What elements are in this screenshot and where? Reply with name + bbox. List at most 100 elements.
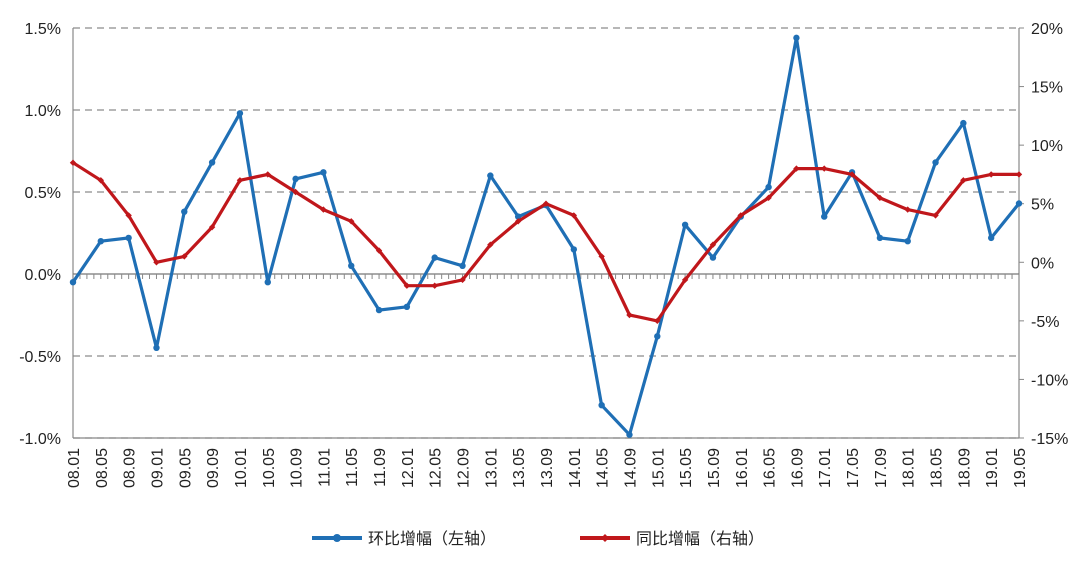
x-tick-label: 14.01: [567, 448, 584, 488]
right-tick-label: -15%: [1031, 431, 1068, 448]
x-tick-label: 09.05: [177, 448, 194, 488]
x-tick-label: 16.01: [734, 448, 751, 488]
x-tick-label: 19.01: [984, 448, 1001, 488]
x-tick-label: 11.01: [316, 448, 333, 487]
x-tick-label: 09.01: [149, 448, 166, 488]
x-tick-label: 15.01: [650, 448, 667, 488]
left-tick-label: -0.5%: [19, 349, 61, 366]
series-1-point: [181, 253, 188, 260]
series-0-point: [1015, 200, 1023, 207]
left-tick-label: 1.5%: [25, 21, 61, 38]
axes: [72, 27, 1024, 439]
x-tick-label: 13.09: [539, 448, 556, 488]
series-1-point: [69, 159, 77, 166]
left-tick-label: 1.0%: [25, 103, 61, 120]
x-tick-label: 18.09: [956, 448, 973, 488]
legend-item-series-1[interactable]: 同比增幅（右轴）: [580, 529, 764, 548]
series-0-point: [570, 246, 578, 253]
series-1-point: [654, 317, 661, 325]
series-0-point: [960, 119, 967, 127]
right-tick-label: -10%: [1031, 372, 1068, 389]
series-0-point: [765, 183, 772, 191]
series-1: [69, 159, 1023, 325]
series-1-point: [765, 194, 772, 202]
series-1-point: [264, 171, 271, 178]
x-tick-label: 17.01: [817, 448, 834, 488]
x-tick-label: 08.09: [122, 448, 139, 488]
series-1-point: [320, 206, 327, 213]
legend-marker-series-0: [333, 534, 341, 542]
x-tick-label: 12.09: [456, 448, 473, 488]
series-1-point: [208, 223, 216, 231]
series-1-point: [904, 206, 911, 213]
series-0-point: [153, 344, 160, 351]
series-0-point: [208, 159, 216, 166]
legend-item-series-0[interactable]: 环比增幅（左轴）: [312, 529, 496, 548]
series-layer: [69, 34, 1023, 438]
series-1-point: [97, 177, 105, 184]
series-1-point: [709, 241, 717, 248]
right-tick-label: -5%: [1031, 314, 1059, 331]
series-0-point: [598, 402, 605, 409]
series-1-point: [793, 165, 800, 172]
series-0-point: [375, 306, 383, 314]
series-1-point: [125, 212, 132, 219]
legend-label-series-1: 同比增幅（右轴）: [636, 529, 764, 548]
series-0-point: [236, 110, 244, 117]
x-tick-label: 10.01: [233, 448, 250, 488]
series-0-point: [932, 159, 939, 166]
x-tick-label: 11.09: [372, 448, 389, 487]
x-tick-label: 11.05: [344, 448, 361, 487]
x-tick-label: 12.05: [428, 448, 445, 488]
series-0-point: [514, 213, 522, 220]
series-1-point: [487, 241, 494, 248]
left-tick-label: -1.0%: [19, 431, 61, 448]
right-tick-label: 10%: [1031, 138, 1063, 155]
legend: 环比增幅（左轴） 同比增幅（右轴）: [312, 529, 764, 548]
x-tick-label: 14.09: [622, 448, 639, 488]
x-tick-label: 19.05: [1012, 448, 1029, 488]
x-tick-label: 18.05: [929, 448, 946, 488]
left-tick-label: 0.5%: [25, 185, 61, 202]
series-0-point: [876, 234, 884, 242]
series-1-point: [987, 171, 995, 178]
x-tick-label: 14.05: [595, 448, 612, 488]
series-0-point: [987, 234, 995, 242]
series-1-point: [403, 282, 411, 289]
x-tick-label: 18.01: [901, 448, 918, 488]
series-1-point: [292, 188, 299, 196]
series-0-point: [431, 254, 438, 261]
x-tick-label: 15.09: [706, 448, 723, 488]
series-0-point: [125, 234, 132, 242]
series-0-point: [181, 208, 188, 215]
x-tick-label: 08.05: [94, 448, 111, 488]
x-tick-label: 09.09: [205, 448, 222, 488]
series-0-point: [821, 213, 828, 220]
x-tick-label: 10.09: [289, 448, 306, 488]
legend-label-series-0: 环比增幅（左轴）: [368, 529, 496, 548]
series-0-point: [320, 169, 327, 176]
x-tick-label: 13.01: [483, 448, 500, 488]
left-axis-ticks: -1.0% -0.5% 0.0% 0.5% 1.0% 1.5%: [19, 21, 61, 448]
x-tick-label: 16.05: [762, 448, 779, 488]
series-1-point: [375, 247, 383, 254]
series-1-point: [431, 282, 438, 289]
x-tick-label: 16.09: [789, 448, 806, 488]
x-tick-label: 13.05: [511, 448, 528, 488]
series-1-point: [737, 212, 744, 219]
x-tick-label: 12.01: [400, 448, 417, 488]
series-1-point: [932, 212, 939, 219]
right-tick-label: 15%: [1031, 80, 1063, 97]
right-tick-label: 5%: [1031, 197, 1054, 214]
series-0-point: [793, 34, 800, 42]
series-0-point: [97, 238, 105, 245]
series-1-point: [681, 276, 689, 284]
series-1-point: [348, 218, 355, 225]
x-tick-label: 17.05: [845, 448, 862, 488]
right-tick-label: 20%: [1031, 21, 1063, 38]
series-0-point: [626, 431, 633, 438]
x-tick-label: 08.01: [66, 448, 83, 488]
series-1-point: [1015, 171, 1023, 178]
left-tick-label: 0.0%: [25, 267, 61, 284]
